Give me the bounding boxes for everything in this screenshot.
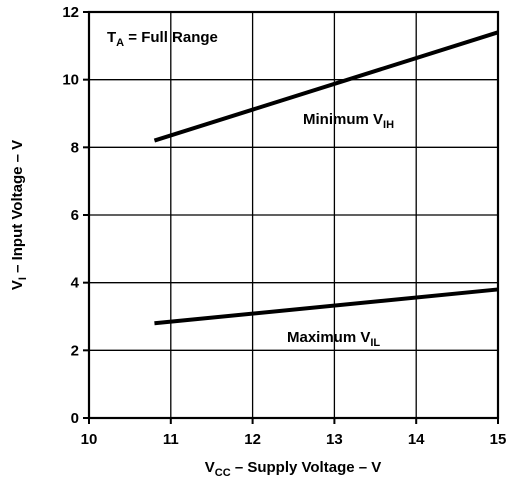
plot-frame (83, 10, 500, 424)
y-tick-label: 6 (71, 207, 79, 224)
y-tick-label: 2 (71, 342, 79, 359)
series-label-maximum-vil: Maximum VIL (287, 329, 380, 349)
x-tick-label: 10 (81, 431, 98, 448)
x-tick-label: 11 (163, 431, 179, 448)
x-tick-label: 14 (408, 431, 425, 448)
x-axis-label: VCC – Supply Voltage – V (205, 459, 382, 477)
series-line-1 (154, 287, 499, 326)
y-tick-label: 0 (71, 410, 79, 427)
x-tick-label: 13 (326, 431, 343, 448)
y-tick-label: 10 (62, 72, 79, 89)
y-axis-label: VI – Input Voltage – V (9, 140, 29, 290)
y-tick-label: 12 (62, 4, 79, 21)
annotation-ta-full-range: TA = Full Range (107, 29, 218, 49)
tick-labels: 10 11 12 13 14 15 0 2 4 6 8 10 12 (62, 4, 506, 448)
y-tick-label: 8 (71, 139, 79, 156)
series-group (153, 30, 499, 326)
series-label-minimum-vih: Minimum VIH (303, 111, 394, 131)
grid (89, 12, 498, 418)
x-tick-label: 15 (490, 431, 507, 448)
series-line-0 (153, 30, 499, 143)
x-tick-label: 12 (244, 431, 261, 448)
y-tick-label: 4 (71, 275, 80, 292)
